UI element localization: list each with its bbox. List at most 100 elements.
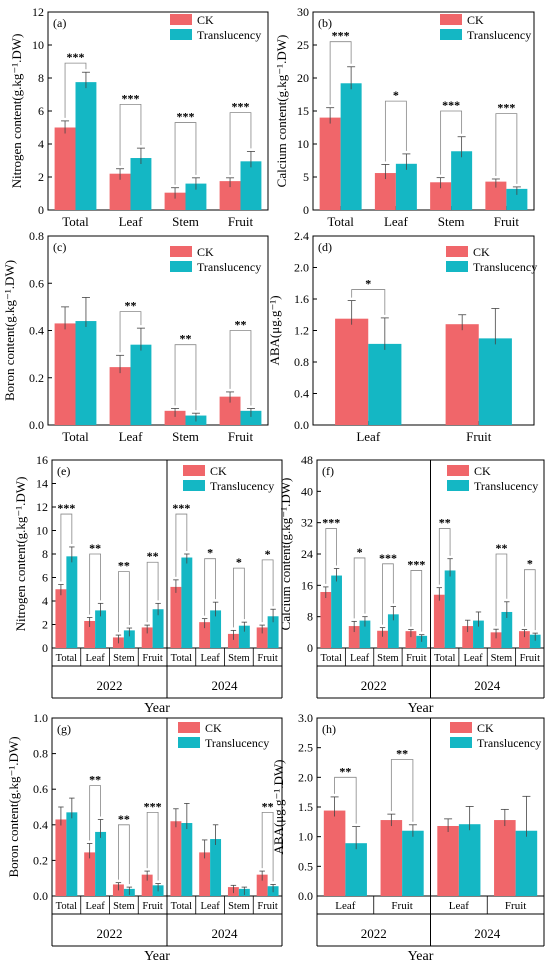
significance-label: *** (57, 501, 75, 515)
y-tick-label: 0.8 (294, 355, 309, 369)
bar-translucency (75, 82, 97, 210)
chart-panel: 0 2 4 6 8 10 12 14 16 Nitrogen content(g.kg⁻¹.DW)… (13, 453, 283, 716)
bar-ck (348, 626, 360, 648)
bar-ck (109, 173, 131, 210)
y-tick-label: 14 (36, 477, 48, 491)
year-label: 2024 (212, 926, 239, 941)
bar-translucency (416, 635, 428, 648)
x-tick-label: Leaf (86, 901, 106, 912)
x-tick-label: Total (327, 214, 354, 229)
significance-label: ** (495, 541, 507, 555)
x-tick-label: Fruit (142, 901, 163, 912)
chart-panel: 0 2 4 6 8 10 12 Nitrogen content(g.kg⁻¹.DW) (a) C… (9, 5, 269, 229)
year-label: 2024 (212, 678, 239, 693)
significance-bracket (118, 571, 130, 633)
legend-label-ck: CK (210, 464, 227, 478)
x-tick-label: Total (171, 901, 193, 912)
bar-ck (433, 594, 445, 648)
x-tick-label: Leaf (449, 900, 469, 912)
y-tick-label: 0.6 (33, 782, 48, 796)
x-tick-label: Fruit (228, 214, 254, 229)
y-tick-label: 10 (297, 137, 309, 151)
chart-panel: 0.0 0.2 0.4 0.6 0.8 Boron content(g.kg⁻¹.DW) (… (2, 229, 269, 444)
bar-translucency (240, 161, 262, 210)
legend-swatch-translucency (447, 480, 469, 491)
significance-label: ** (262, 799, 274, 813)
y-tick-label: 0.0 (298, 889, 313, 903)
panel-label: (h) (322, 722, 336, 736)
x-tick-label: Fruit (466, 429, 492, 444)
y-tick-label: 12 (36, 500, 48, 514)
y-tick-label: 8 (38, 71, 44, 85)
bar-ck (141, 627, 153, 648)
y-tick-label: 0.2 (33, 853, 48, 867)
y-axis-label: ABA(μg.g⁻¹.DW) (271, 760, 286, 855)
bar-ck (54, 127, 76, 210)
legend-label-ck: CK (197, 13, 214, 27)
bar-translucency (152, 609, 164, 648)
bar-translucency (458, 824, 481, 896)
bar-ck (335, 318, 369, 425)
bar-ck (462, 626, 474, 648)
significance-bracket (60, 513, 73, 582)
panel-label: (e) (57, 464, 70, 478)
legend-swatch-ck (183, 465, 205, 476)
x-tick-label: Stem (228, 653, 250, 664)
y-tick-label: 32 (301, 516, 313, 530)
legend-label-translucency: Translucency (197, 28, 261, 42)
bar-ck (170, 821, 182, 896)
significance-label: * (265, 547, 271, 561)
y-tick-label: 0.4 (33, 818, 48, 832)
legend-label-translucency: Translucency (474, 479, 538, 493)
panel-label: (b) (318, 16, 332, 30)
legend-label-ck: CK (474, 464, 491, 478)
chart-panel: 0.0 0.2 0.4 0.6 0.8 1.0 Boron content(g.kg⁻¹.D… (6, 711, 283, 961)
significance-label: ** (89, 773, 101, 787)
x-tick-label: Total (320, 653, 342, 664)
legend-label-ck: CK (477, 721, 494, 735)
bar-ck (256, 874, 268, 896)
significance-bracket (524, 569, 536, 631)
chart-panel: 0 8 16 24 32 40 48 Calcium content(g.kg⁻¹.DW) (f… (278, 453, 545, 716)
x-tick-label: Fruit (520, 653, 541, 664)
y-tick-label: 20 (297, 71, 309, 85)
significance-label: ** (235, 318, 247, 332)
x-tick-label: Leaf (335, 900, 355, 912)
y-tick-label: 2.5 (298, 741, 313, 755)
bar-ck (377, 630, 388, 648)
significance-label: *** (407, 557, 425, 571)
bar-ck (170, 586, 182, 648)
x-tick-label: Stem (113, 901, 135, 912)
y-tick-label: 10 (36, 524, 48, 538)
legend-swatch-translucency (450, 737, 472, 748)
bar-ck (323, 810, 346, 896)
bar-translucency (402, 830, 424, 896)
bar-translucency (359, 620, 371, 648)
year-label: 2024 (474, 678, 501, 693)
y-tick-label: 12 (32, 5, 44, 19)
year-label: 2022 (97, 926, 123, 941)
x-tick-label: Fruit (257, 653, 278, 664)
significance-bracket (495, 553, 508, 627)
significance-bracket (495, 113, 518, 184)
y-tick-label: 5 (303, 170, 309, 184)
significance-label: ** (89, 541, 101, 555)
significance-bracket (353, 557, 366, 619)
bar-ck (84, 852, 96, 896)
y-tick-label: 48 (301, 453, 313, 467)
bar-translucency (331, 575, 342, 648)
bar-translucency (130, 344, 152, 425)
legend-label-translucency: Translucency (197, 260, 261, 274)
y-axis-label: Nitrogen content(g.kg⁻¹.DW) (13, 477, 28, 632)
bar-ck (319, 117, 341, 210)
bar-ck (55, 589, 67, 648)
y-axis-label: Nitrogen content(g.kg⁻¹.DW) (9, 34, 24, 189)
x-tick-label: Leaf (350, 653, 370, 664)
chart-panel: 0.0 0.5 1.0 1.5 2.0 2.5 3.0 ABA(μg.g⁻¹.DW) (h) CK… (271, 711, 545, 961)
significance-label: * (365, 277, 371, 291)
bar-translucency (210, 610, 222, 648)
y-tick-label: 0.0 (29, 418, 44, 432)
y-tick-label: 0.0 (294, 418, 309, 432)
legend-swatch-translucency (170, 261, 192, 272)
legend-swatch-translucency (446, 261, 468, 272)
